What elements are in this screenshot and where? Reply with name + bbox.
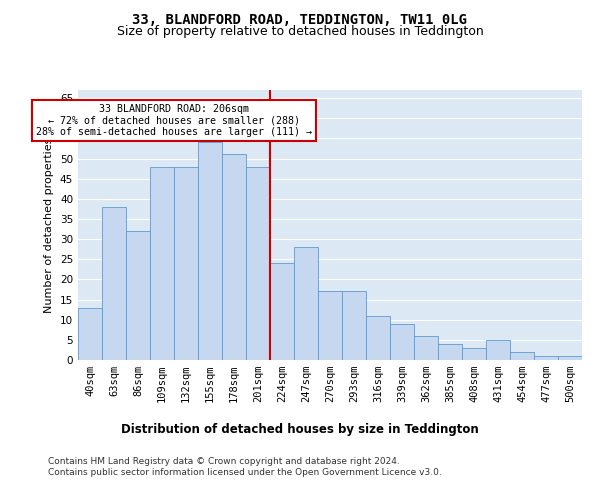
- Bar: [246, 166, 270, 360]
- Bar: [438, 344, 462, 360]
- Bar: [486, 340, 510, 360]
- Bar: [534, 356, 558, 360]
- Bar: [462, 348, 486, 360]
- Bar: [558, 356, 582, 360]
- Text: Distribution of detached houses by size in Teddington: Distribution of detached houses by size …: [121, 422, 479, 436]
- Text: Size of property relative to detached houses in Teddington: Size of property relative to detached ho…: [116, 25, 484, 38]
- Text: 33, BLANDFORD ROAD, TEDDINGTON, TW11 0LG: 33, BLANDFORD ROAD, TEDDINGTON, TW11 0LG: [133, 12, 467, 26]
- Bar: [366, 316, 390, 360]
- Bar: [198, 142, 222, 360]
- Bar: [126, 231, 150, 360]
- Bar: [510, 352, 534, 360]
- Bar: [102, 207, 126, 360]
- Bar: [270, 264, 294, 360]
- Bar: [390, 324, 414, 360]
- Bar: [222, 154, 246, 360]
- Text: 33 BLANDFORD ROAD: 206sqm
← 72% of detached houses are smaller (288)
28% of semi: 33 BLANDFORD ROAD: 206sqm ← 72% of detac…: [36, 104, 312, 138]
- Bar: [318, 292, 342, 360]
- Text: Contains HM Land Registry data © Crown copyright and database right 2024.
Contai: Contains HM Land Registry data © Crown c…: [48, 458, 442, 477]
- Bar: [414, 336, 438, 360]
- Y-axis label: Number of detached properties: Number of detached properties: [44, 138, 55, 312]
- Bar: [294, 247, 318, 360]
- Bar: [150, 166, 174, 360]
- Bar: [342, 292, 366, 360]
- Bar: [174, 166, 198, 360]
- Bar: [78, 308, 102, 360]
